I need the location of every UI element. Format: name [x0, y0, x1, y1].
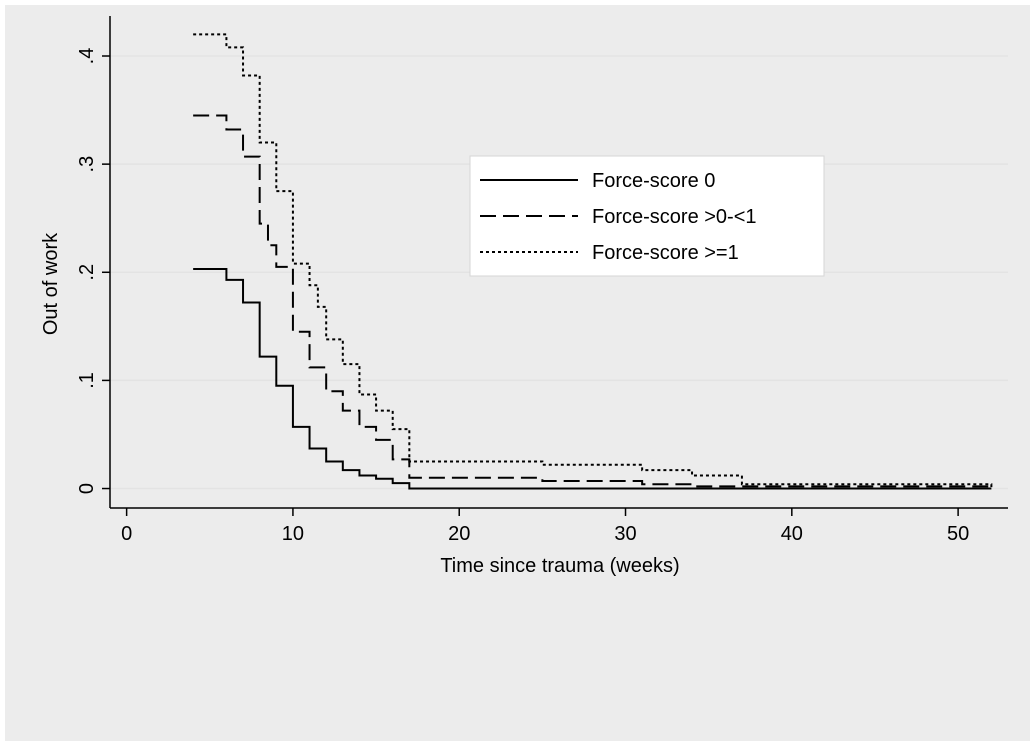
legend: Force-score 0 Force-score >0-<1 Force-scor… [469, 155, 825, 277]
x-tick-label-2: 20 [448, 523, 470, 545]
y-tick-label-3: .3 [76, 156, 98, 173]
y-axis-label: Out of work [40, 232, 62, 335]
x-axis-label: Time since trauma (weeks) [440, 555, 679, 577]
y-tick-label-1: .1 [76, 372, 98, 389]
series-line-1 [193, 114, 993, 489]
x-tick-label-5: 50 [947, 523, 969, 545]
legend-label-1: Force-score >0-<1 [592, 206, 757, 228]
legend-label-0: Force-score 0 [592, 170, 715, 192]
y-tick-label-2: .2 [76, 264, 98, 281]
x-tick-label-1: 10 [282, 523, 304, 545]
x-tick-label-3: 30 [614, 523, 636, 545]
series-lines [193, 33, 993, 490]
y-tick-label-0: 0 [76, 483, 98, 494]
x-tick-label-0: 0 [121, 523, 132, 545]
x-tick-label-4: 40 [781, 523, 803, 545]
x-axis-ticks: 0 10 20 30 40 50 [121, 508, 969, 545]
y-tick-label-4: .4 [76, 48, 98, 65]
y-axis-ticks: 0 .1 .2 .3 .4 [76, 48, 110, 494]
series-line-0 [193, 268, 992, 490]
legend-label-2: Force-score >=1 [592, 242, 739, 264]
axes [109, 16, 1008, 509]
series-line-2 [193, 33, 993, 489]
